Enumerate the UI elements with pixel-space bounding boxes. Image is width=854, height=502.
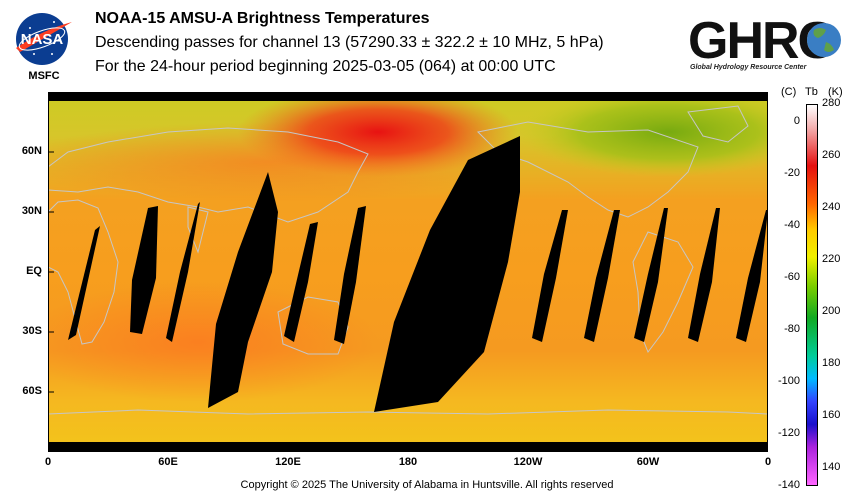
swath-gap-5: [334, 206, 366, 344]
colorbar-unit-kelvin: (K): [828, 86, 843, 98]
lon-tick-label: 0: [764, 456, 772, 468]
lon-tick-label: 120W: [513, 456, 543, 468]
africa-outline: [48, 199, 119, 345]
cold-stratosphere-region: [518, 92, 768, 177]
ghrc-subtitle: Global Hydrology Resource Center: [690, 64, 807, 71]
nasa-wordmark: NASA: [21, 31, 64, 48]
top-no-data-band: [48, 92, 768, 101]
colorbar-celsius-label: -80: [784, 322, 800, 335]
colorbar-unit-celsius: (C): [781, 86, 797, 98]
lat-tick-label: 60S: [22, 385, 42, 397]
swath-gap-2: [130, 206, 158, 334]
colorbar-celsius-label: -60: [784, 270, 800, 283]
swath-gap-9: [688, 208, 720, 342]
colorbar-kelvin-label: 240: [822, 200, 841, 213]
colorbar-celsius-label: -100: [777, 374, 800, 387]
swath-gap-wide-pacific: [374, 136, 520, 412]
swath-gap-1: [68, 226, 100, 340]
colorbar-kelvin-label: 160: [822, 408, 841, 421]
title-block: NOAA-15 AMSU-A Brightness Temperatures D…: [95, 10, 604, 82]
swath-gap-3: [166, 202, 200, 342]
lon-tick-label: 60W: [636, 456, 660, 468]
colorbar-celsius-label: 0: [793, 114, 800, 127]
lat-tick-label: EQ: [26, 265, 42, 277]
page-subtitle: Descending passes for channel 13 (57290.…: [95, 34, 604, 51]
colorbar-celsius-label: -140: [777, 478, 800, 491]
copyright-notice: Copyright © 2025 The University of Alaba…: [240, 479, 614, 491]
colorbar-kelvin-label: 220: [822, 252, 841, 265]
eurasia-outline: [48, 127, 369, 223]
antarctica-outline: [48, 409, 768, 415]
nasa-logo: NASA MSFC: [12, 8, 76, 84]
colorbar-unit-tb: Tb: [805, 86, 818, 98]
greenland-outline: [687, 105, 749, 143]
colorbar-celsius-label: -120: [777, 426, 800, 439]
swath-gap-4: [284, 222, 318, 342]
swath-gap-wide-pacific-west: [208, 172, 278, 408]
lon-tick-label: 60E: [158, 456, 178, 468]
lat-tick-label: 30S: [22, 325, 42, 337]
swath-gap-6: [532, 210, 568, 342]
lon-tick-label: 0: [44, 456, 52, 468]
colorbar-kelvin-label: 140: [822, 460, 841, 473]
north-america-outline: [476, 121, 699, 218]
lat-tick-label: 60N: [21, 145, 42, 157]
india-outline: [187, 206, 209, 254]
ghrc-logo: GHRC: [686, 8, 850, 78]
lat-tick-label: 30N: [21, 205, 42, 217]
map-frame: [48, 92, 768, 452]
colorbar-kelvin-label: 260: [822, 148, 841, 161]
period-label: For the 24-hour period beginning 2025-03…: [95, 58, 556, 75]
swath-gap-7: [584, 210, 620, 342]
brightness-temperature-map: [48, 92, 768, 452]
lon-tick-label: 120E: [275, 456, 301, 468]
swath-gap-10: [736, 210, 768, 342]
colorbar-kelvin-label: 180: [822, 356, 841, 369]
swath-gap-8: [634, 208, 668, 342]
colorbar-kelvin-label: 280: [822, 97, 841, 109]
colorbar-kelvin-label: 200: [822, 304, 841, 317]
hot-stratosphere-region: [238, 92, 518, 177]
temperature-colorbar: [806, 104, 818, 486]
page-title: NOAA-15 AMSU-A Brightness Temperatures: [95, 10, 430, 27]
south-america-outline: [632, 231, 694, 354]
msfc-label: MSFC: [28, 70, 60, 82]
coastlines: [48, 105, 768, 415]
colorbar-celsius-label: -20: [784, 166, 800, 179]
lon-tick-label: 180: [398, 456, 418, 468]
colorbar-celsius-label: -40: [784, 218, 800, 231]
